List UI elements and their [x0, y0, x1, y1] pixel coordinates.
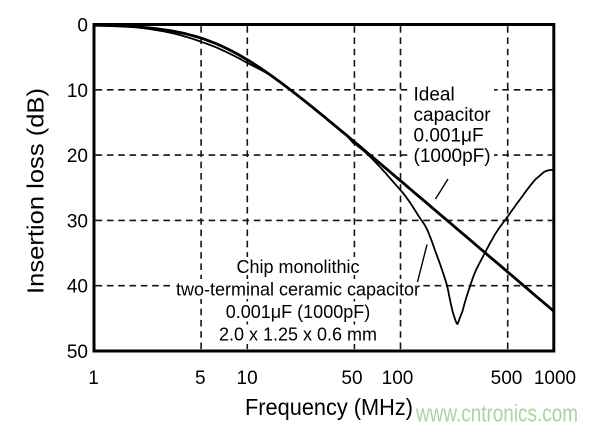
svg-text:Frequency (MHz): Frequency (MHz) — [245, 394, 413, 420]
svg-text:1000: 1000 — [534, 368, 576, 389]
svg-text:2.0 x 1.25 x 0.6 mm: 2.0 x 1.25 x 0.6 mm — [219, 325, 377, 345]
svg-text:0.001μF (1000pF): 0.001μF (1000pF) — [226, 302, 370, 322]
svg-text:1: 1 — [88, 368, 99, 389]
svg-text:www.cntronics.com: www.cntronics.com — [415, 401, 578, 428]
svg-text:Ideal: Ideal — [414, 85, 455, 106]
svg-text:Insertion loss (dB): Insertion loss (dB) — [23, 88, 49, 294]
svg-text:two-terminal ceramic capacitor: two-terminal ceramic capacitor — [176, 280, 420, 300]
svg-text:20: 20 — [67, 146, 88, 167]
svg-text:0: 0 — [77, 16, 88, 37]
svg-text:30: 30 — [67, 211, 88, 232]
svg-text:0.001μF: 0.001μF — [414, 126, 484, 147]
svg-text:Chip monolithic: Chip monolithic — [236, 257, 359, 277]
svg-text:10: 10 — [67, 81, 88, 102]
svg-text:5: 5 — [195, 368, 206, 389]
svg-text:50: 50 — [341, 368, 362, 389]
svg-text:capacitor: capacitor — [414, 105, 492, 126]
svg-text:50: 50 — [67, 342, 88, 363]
svg-text:40: 40 — [67, 277, 88, 298]
svg-text:(1000pF): (1000pF) — [414, 146, 491, 167]
svg-text:500: 500 — [491, 368, 523, 389]
svg-text:100: 100 — [382, 368, 414, 389]
svg-text:10: 10 — [237, 368, 258, 389]
